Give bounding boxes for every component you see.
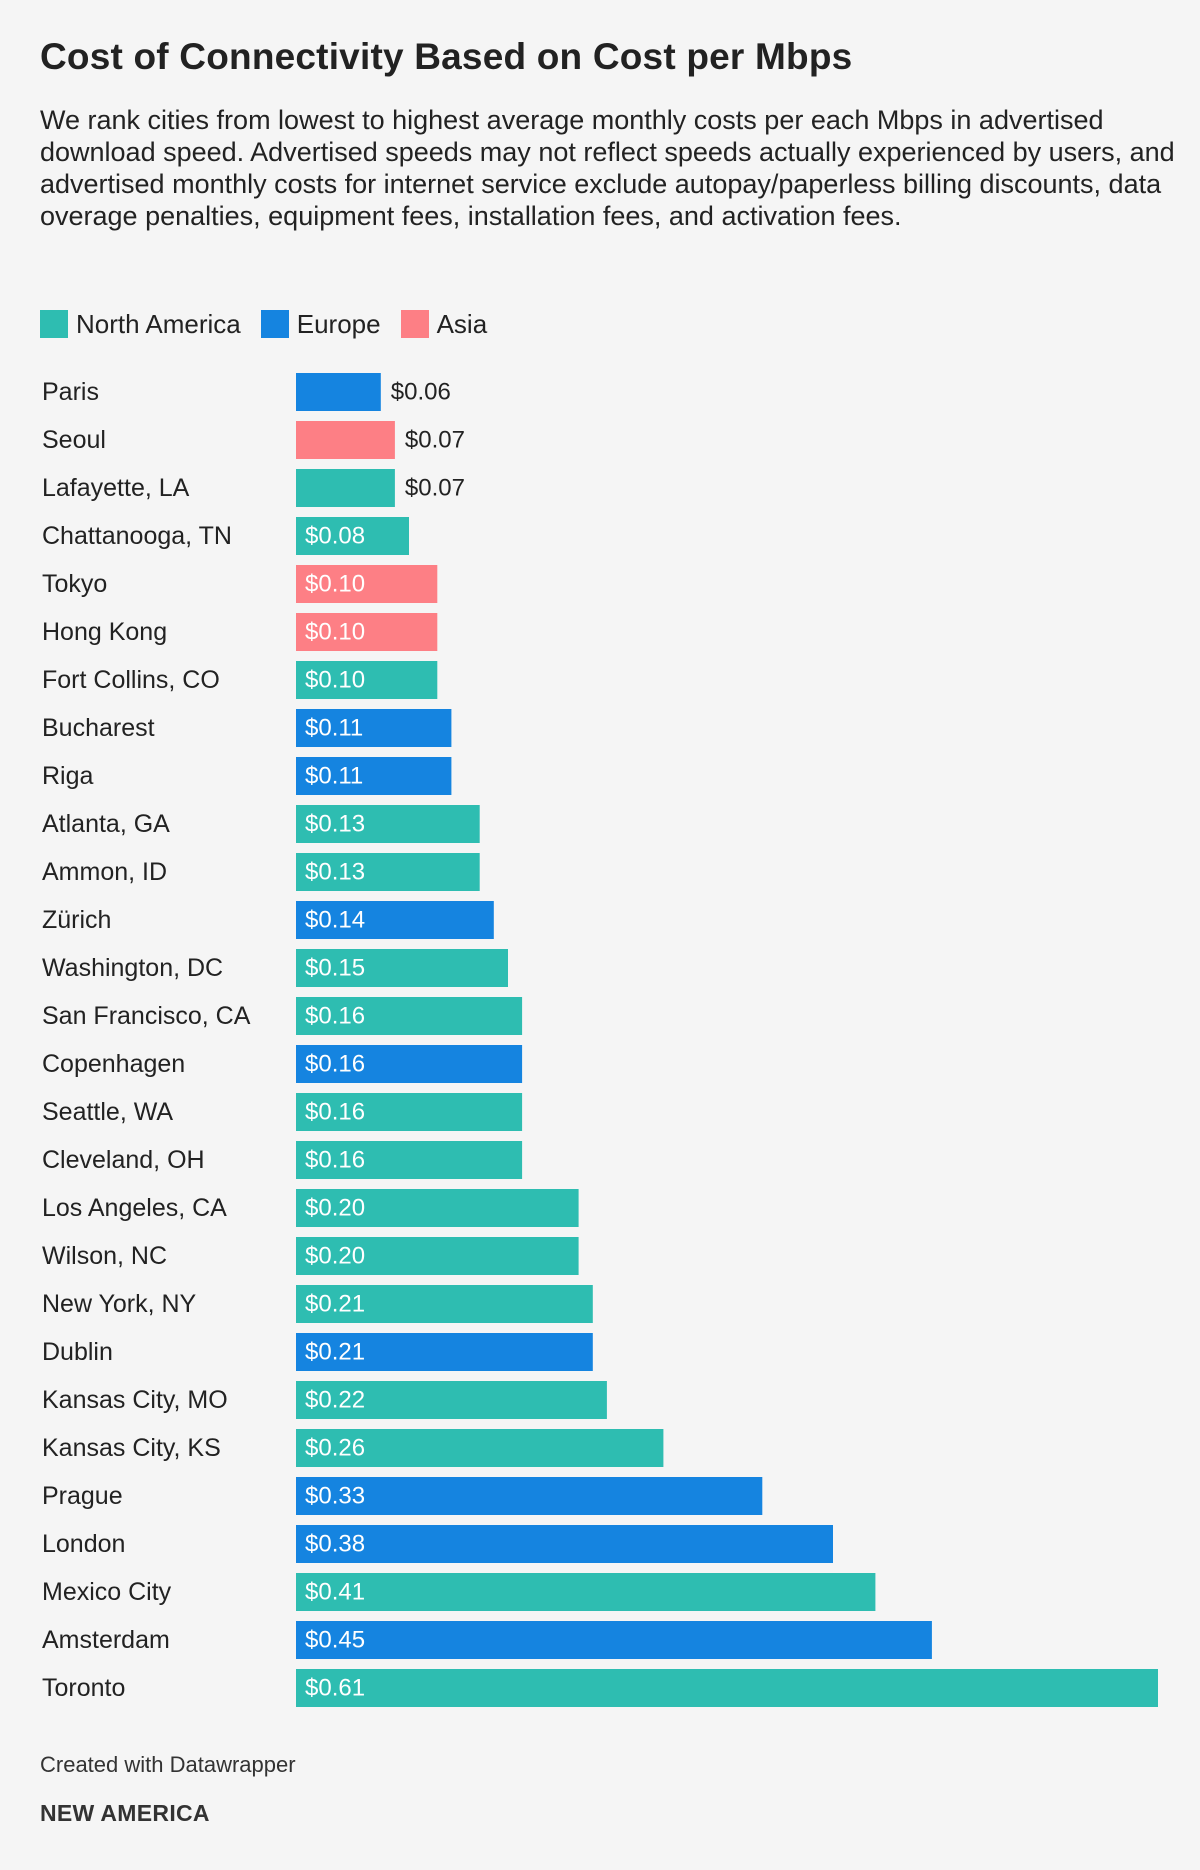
- category-label-atlanta-ga: Atlanta, GA: [42, 810, 170, 838]
- bar-paris: [296, 373, 381, 411]
- datawrapper-credit: Created with Datawrapper: [40, 1752, 296, 1777]
- value-label-kansas-city-mo: $0.22: [305, 1387, 365, 1414]
- value-label-los-angeles-ca: $0.20: [305, 1195, 365, 1222]
- value-label-riga: $0.11: [305, 763, 363, 790]
- bar-prague: [296, 1477, 763, 1515]
- legend-item-asia: Asia: [400, 308, 488, 340]
- value-label-toronto: $0.61: [305, 1675, 365, 1702]
- bar-dublin: [296, 1333, 593, 1371]
- category-label-zurich: Zürich: [42, 906, 111, 934]
- value-label-san-francisco-ca: $0.16: [305, 1003, 365, 1030]
- chart-legend: North America Europe Asia: [40, 306, 507, 342]
- value-label-washington-dc: $0.15: [305, 955, 365, 982]
- bar-mexico-city: [296, 1573, 876, 1611]
- bar-san-francisco-ca: [296, 997, 523, 1035]
- category-label-dublin: Dublin: [42, 1338, 113, 1366]
- legend-swatch-europe: [260, 310, 289, 338]
- legend-label-europe: Europe: [296, 308, 381, 339]
- category-label-seoul: Seoul: [42, 426, 106, 454]
- category-label-amsterdam: Amsterdam: [42, 1626, 170, 1654]
- bar-chattanooga-tn: [296, 517, 409, 555]
- bar-atlanta-ga: [296, 805, 480, 843]
- value-label-amsterdam: $0.45: [305, 1627, 365, 1654]
- bar-kansas-city-ks: [296, 1429, 664, 1467]
- organization-name: NEW AMERICA: [40, 1800, 210, 1826]
- bar-lafayette-la: [296, 469, 395, 507]
- bar-wilson-nc: [296, 1237, 579, 1275]
- category-label-los-angeles-ca: Los Angeles, CA: [42, 1194, 227, 1222]
- bar-zurich: [296, 901, 494, 939]
- category-label-bucharest: Bucharest: [42, 714, 155, 742]
- value-label-zurich: $0.14: [305, 907, 365, 934]
- category-label-fort-collins-co: Fort Collins, CO: [42, 666, 220, 694]
- category-label-prague: Prague: [42, 1482, 123, 1510]
- value-label-bucharest: $0.11: [305, 715, 363, 742]
- value-label-london: $0.38: [305, 1531, 365, 1558]
- value-label-seoul: $0.07: [405, 427, 465, 454]
- category-label-hong-kong: Hong Kong: [42, 618, 167, 646]
- bar-tokyo: [296, 565, 438, 603]
- bar-kansas-city-mo: [296, 1381, 607, 1419]
- category-label-ammon-id: Ammon, ID: [42, 858, 167, 886]
- category-label-mexico-city: Mexico City: [42, 1578, 172, 1606]
- bar-london: [296, 1525, 833, 1563]
- category-label-chattanooga-tn: Chattanooga, TN: [42, 522, 232, 550]
- value-label-hong-kong: $0.10: [305, 619, 365, 646]
- bar-amsterdam: [296, 1621, 932, 1659]
- bar-riga: [296, 757, 452, 795]
- bar-toronto: [296, 1669, 1158, 1707]
- category-label-riga: Riga: [42, 762, 94, 790]
- category-label-toronto: Toronto: [42, 1674, 125, 1702]
- category-label-new-york-ny: New York, NY: [42, 1290, 197, 1318]
- category-label-london: London: [42, 1530, 125, 1558]
- category-label-kansas-city-ks: Kansas City, KS: [42, 1434, 221, 1462]
- bar-bucharest: [296, 709, 452, 747]
- value-label-fort-collins-co: $0.10: [305, 667, 365, 694]
- value-label-seattle-wa: $0.16: [305, 1099, 365, 1126]
- bar-fort-collins-co: [296, 661, 438, 699]
- category-label-copenhagen: Copenhagen: [42, 1050, 185, 1078]
- value-label-lafayette-la: $0.07: [405, 475, 465, 502]
- category-label-san-francisco-ca: San Francisco, CA: [42, 1002, 251, 1030]
- category-label-tokyo: Tokyo: [42, 570, 107, 598]
- bar-new-york-ny: [296, 1285, 593, 1323]
- legend-item-europe: Europe: [260, 308, 381, 340]
- bar-los-angeles-ca: [296, 1189, 579, 1227]
- value-label-wilson-nc: $0.20: [305, 1243, 365, 1270]
- category-label-kansas-city-mo: Kansas City, MO: [42, 1386, 228, 1414]
- legend-swatch-north-america: [40, 310, 68, 338]
- category-label-lafayette-la: Lafayette, LA: [42, 474, 190, 502]
- bar-hong-kong: [296, 613, 438, 651]
- value-label-paris: $0.06: [391, 379, 451, 406]
- value-label-tokyo: $0.10: [305, 571, 365, 598]
- category-label-washington-dc: Washington, DC: [42, 954, 223, 982]
- chart-title: Cost of Connectivity Based on Cost per M…: [40, 36, 853, 77]
- value-label-atlanta-ga: $0.13: [305, 811, 365, 838]
- category-label-seattle-wa: Seattle, WA: [42, 1098, 173, 1126]
- bar-ammon-id: [296, 853, 480, 891]
- category-label-paris: Paris: [42, 378, 99, 406]
- value-label-ammon-id: $0.13: [305, 859, 365, 886]
- legend-item-north-america: North America: [40, 309, 241, 340]
- bar-washington-dc: [296, 949, 508, 987]
- value-label-chattanooga-tn: $0.08: [305, 523, 365, 550]
- legend-label-north-america: North America: [76, 308, 241, 339]
- bar-copenhagen: [296, 1045, 523, 1083]
- category-label-cleveland-oh: Cleveland, OH: [42, 1146, 205, 1174]
- bar-seoul: [296, 421, 395, 459]
- bar-seattle-wa: [296, 1093, 523, 1131]
- value-label-copenhagen: $0.16: [305, 1051, 365, 1078]
- value-label-prague: $0.33: [305, 1483, 365, 1510]
- value-label-dublin: $0.21: [305, 1339, 365, 1366]
- value-label-new-york-ny: $0.21: [305, 1291, 365, 1318]
- value-label-kansas-city-ks: $0.26: [305, 1435, 365, 1462]
- legend-swatch-asia: [400, 310, 429, 338]
- category-label-wilson-nc: Wilson, NC: [42, 1242, 167, 1270]
- value-label-mexico-city: $0.41: [305, 1579, 365, 1606]
- value-label-cleveland-oh: $0.16: [305, 1147, 365, 1174]
- chart-subtitle: We rank cities from lowest to highest av…: [40, 105, 1175, 231]
- legend-label-asia: Asia: [436, 308, 488, 339]
- bar-cleveland-oh: [296, 1141, 523, 1179]
